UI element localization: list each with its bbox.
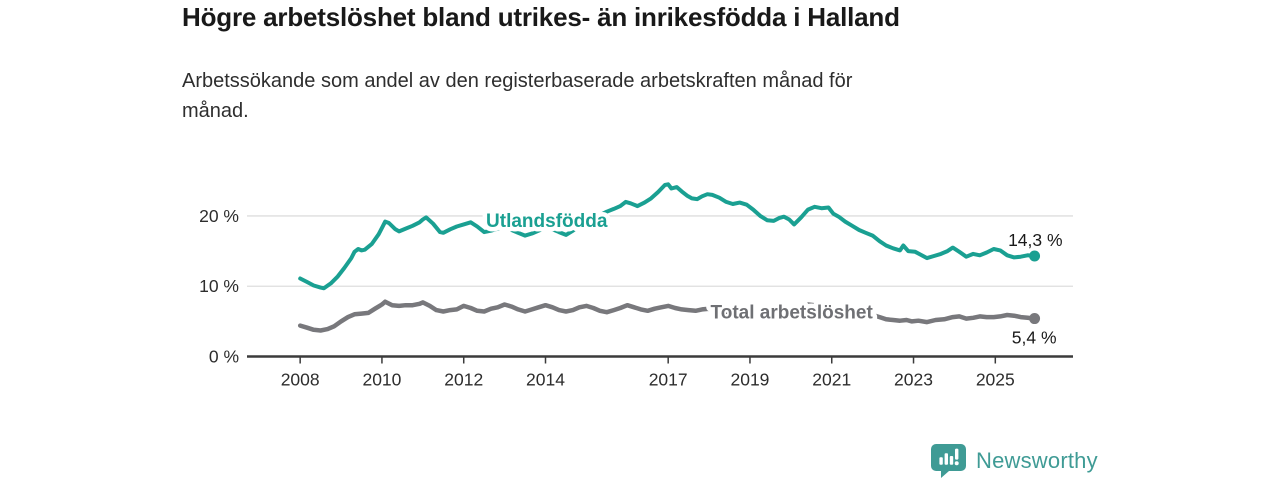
newsworthy-logo[interactable]: Newsworthy <box>931 443 1098 479</box>
x-axis-tick-label: 2014 <box>526 370 565 390</box>
newsworthy-logo-text: Newsworthy <box>976 448 1098 473</box>
y-axis-tick-label: 20 % <box>199 206 239 226</box>
x-axis-tick-label: 2012 <box>444 370 483 390</box>
x-axis-tick-label: 2008 <box>281 370 320 390</box>
x-axis-tick-label: 2025 <box>976 370 1015 390</box>
series-line-total <box>297 299 1037 333</box>
x-axis-tick-label: 2019 <box>730 370 769 390</box>
series-end-dot-utlandsfodda <box>1029 250 1041 262</box>
series-end-dot-total <box>1029 313 1041 325</box>
series-end-value-total: 5,4 % <box>1012 328 1057 348</box>
y-axis-tick-label: 10 % <box>199 276 239 296</box>
page-title: Högre arbetslöshet bland utrikes- än inr… <box>182 2 900 32</box>
y-axis-tick-label: 0 % <box>209 347 239 367</box>
chart-subtitle: Arbetssökande som andel av den registerb… <box>182 70 853 122</box>
x-axis-tick-label: 2021 <box>812 370 851 390</box>
x-axis-tick-label: 2023 <box>894 370 933 390</box>
x-axis-tick-label: 2010 <box>362 370 401 390</box>
series-label-utlandsfodda: Utlandsfödda <box>486 211 608 232</box>
x-axis-tick-label: 2017 <box>649 370 688 390</box>
series-label-total: Total arbetslöshet <box>711 303 874 324</box>
series-line-utlandsfodda <box>298 182 1037 291</box>
series-end-value-utlandsfodda: 14,3 % <box>1008 230 1062 250</box>
newsworthy-bar-chart-bubble-icon <box>931 444 966 478</box>
